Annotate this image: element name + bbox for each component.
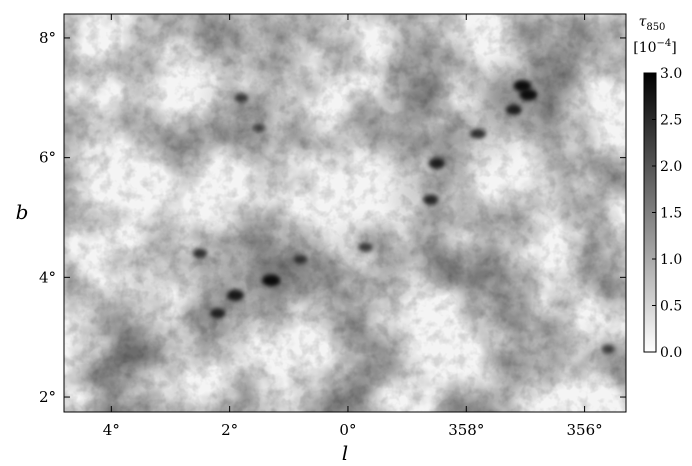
y-tick-label: 8° [39, 29, 56, 47]
colorbar-ticks: 0.0 0.5 1.0 1.5 2.0 2.5 3.0 [652, 66, 682, 361]
x-tick-label: 358° [448, 421, 484, 439]
colorbar-unit-close: ] [671, 40, 676, 56]
x-tick-label: 356° [567, 421, 603, 439]
colorbar-tick-label: 3.0 [660, 66, 682, 82]
x-axis-title: l [342, 441, 348, 465]
x-tick-label: 4° [103, 421, 120, 439]
colorbar-tick-label: 0.0 [660, 345, 682, 361]
colorbar-subscript: 850 [646, 22, 665, 33]
colorbar-tick-label: 1.5 [660, 206, 682, 222]
colorbar-title: τ850 [639, 14, 666, 33]
colorbar-tick-label: 2.0 [660, 159, 682, 175]
x-axis: 4° 2° 0° 358° 356° [103, 14, 603, 439]
colorbar: τ850 [10−4] 0.0 0.5 1.0 1.5 2.0 2.5 3.0 [633, 14, 682, 361]
y-tick-label: 2° [39, 388, 56, 406]
colorbar-tick-label: 0.5 [660, 299, 682, 315]
colorbar-tick-label: 1.0 [660, 252, 682, 268]
plot-frame [63, 13, 627, 413]
filament-texture-layer [64, 14, 626, 412]
y-tick-label: 6° [39, 149, 56, 167]
colorbar-tick-label: 2.5 [660, 113, 682, 129]
plot-area [63, 13, 627, 413]
x-tick-label: 2° [221, 421, 238, 439]
colorbar-symbol: τ [639, 14, 647, 30]
y-axis-title: b [16, 200, 29, 224]
colorbar-unit-text: [10 [633, 40, 656, 56]
colorbar-unit: [10−4] [633, 38, 677, 56]
tau-map [64, 14, 626, 412]
y-axis: 2° 4° 6° 8° [39, 29, 626, 406]
colorbar-unit-exponent: −4 [657, 38, 672, 49]
x-tick-label: 0° [339, 421, 356, 439]
y-tick-label: 4° [39, 268, 56, 286]
